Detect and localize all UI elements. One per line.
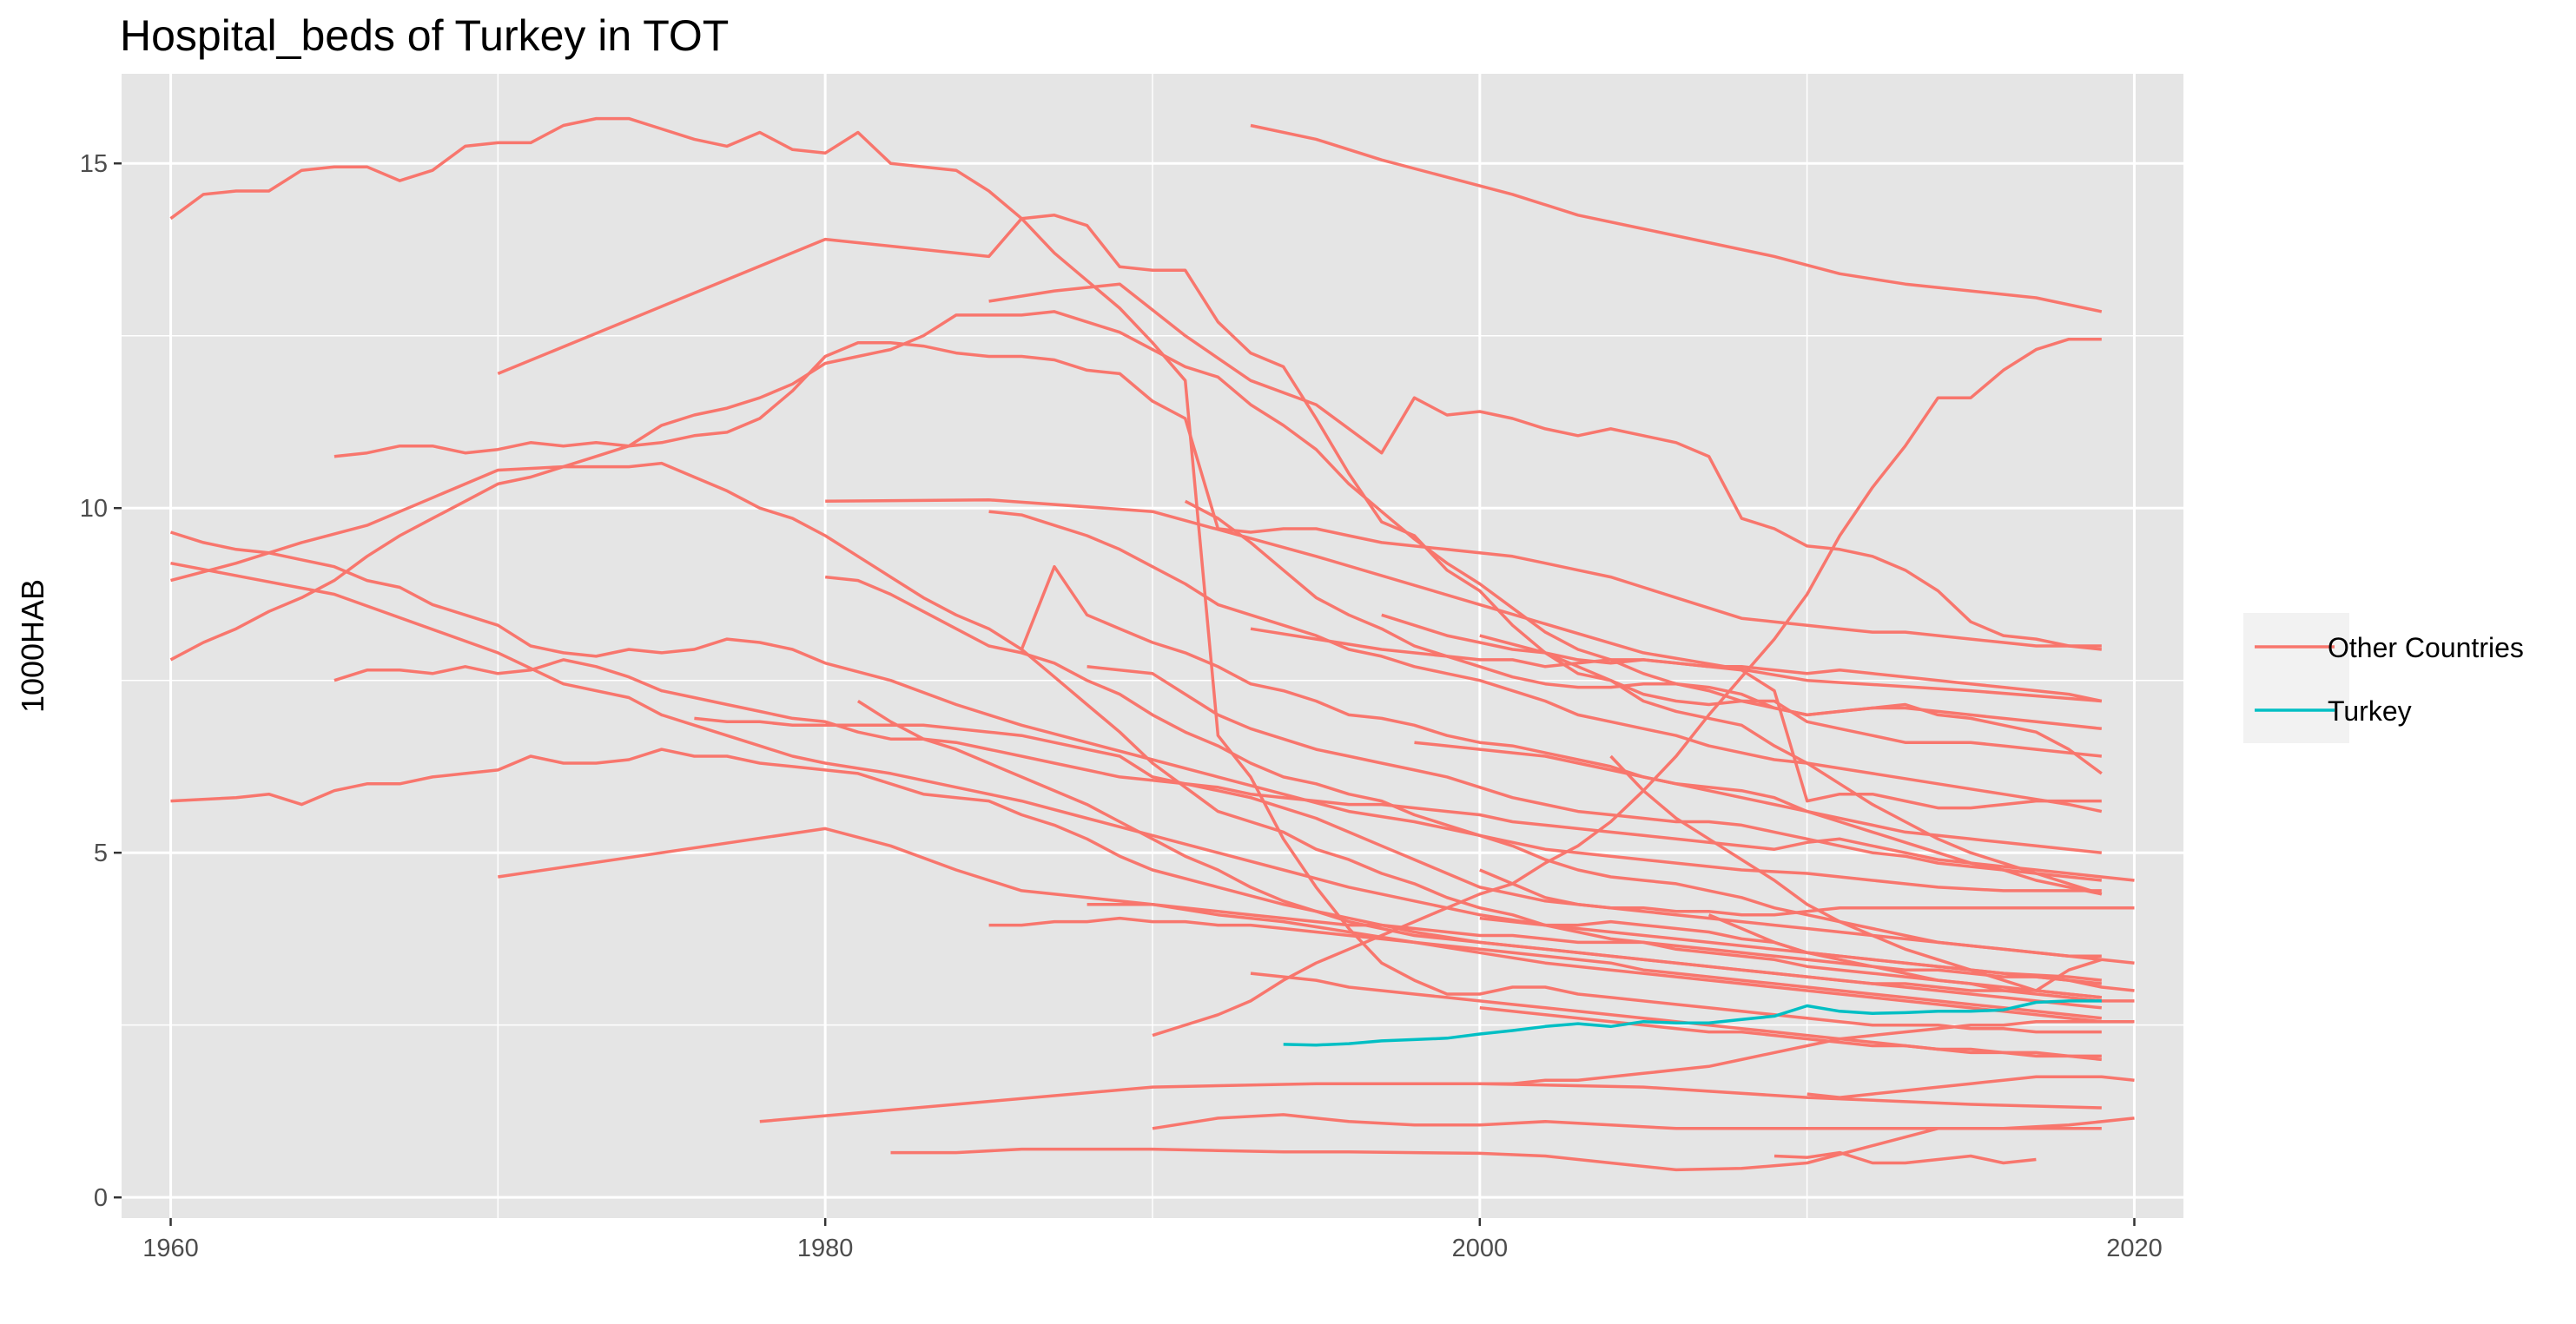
y-tick-label: 10 xyxy=(80,495,108,523)
series-line-other-country xyxy=(1807,1075,2135,1099)
series-line-other-country xyxy=(890,1127,2102,1172)
y-tick-label: 0 xyxy=(94,1184,108,1212)
series-line-other-country xyxy=(1020,564,2103,896)
y-tick-label: 15 xyxy=(80,150,108,178)
y-tick-label: 5 xyxy=(94,840,108,867)
series-line-other-country xyxy=(1479,1006,2102,1058)
series-line-other-country xyxy=(1707,913,2135,1003)
series-line-other-country xyxy=(1184,499,2103,775)
series-line-other-country xyxy=(334,658,2135,965)
series-line-other-country xyxy=(694,716,2135,882)
series-line-turkey xyxy=(1283,999,2102,1047)
series-line-other-country xyxy=(856,700,2102,999)
series-line-other-country xyxy=(1250,123,2103,313)
series-line-other-country xyxy=(1479,1019,2135,1085)
series-line-other-country xyxy=(1414,741,2102,854)
series-line-other-country xyxy=(988,282,2102,648)
series-line-other-country xyxy=(1152,1113,2135,1130)
legend-background xyxy=(2243,613,2349,743)
x-tick-label: 2000 xyxy=(1452,1235,1509,1262)
y-axis-title: 1000HAB xyxy=(15,579,50,713)
axis-ticks xyxy=(114,161,2136,1226)
legend-label-turkey: Turkey xyxy=(2328,695,2412,727)
legend-label-other-countries: Other Countries xyxy=(2328,632,2524,663)
series-line-other-country xyxy=(1087,902,2102,985)
x-tick-label: 1980 xyxy=(797,1235,854,1262)
series-line-other-country xyxy=(170,461,2102,999)
major-gridlines xyxy=(122,74,2183,1218)
series-line-other-country xyxy=(1381,613,2103,703)
minor-gridlines xyxy=(122,74,2183,1218)
series-line-other-country xyxy=(498,827,2102,1024)
series-line-other-country xyxy=(759,1082,2102,1123)
series-line-other-country xyxy=(825,575,2102,958)
x-tick-label: 1960 xyxy=(142,1235,199,1262)
x-tick-labels: 1960 1980 2000 2020 xyxy=(142,1235,2162,1262)
legend-item-turkey: Turkey xyxy=(2255,695,2412,727)
series-line-other-country xyxy=(825,497,2102,703)
series-line-other-country xyxy=(169,530,2102,893)
series-line-other-country xyxy=(1479,868,2135,917)
series-line-other-country xyxy=(1609,754,2103,992)
series-line-other-country xyxy=(1250,627,2102,810)
legend: Other Countries Turkey xyxy=(2243,613,2524,743)
series-layer xyxy=(169,116,2135,1172)
series-line-other-country xyxy=(1087,665,2102,882)
y-tick-labels: 0 5 10 15 xyxy=(80,150,108,1212)
series-line-other-country xyxy=(497,214,2102,758)
legend-item-other-countries: Other Countries xyxy=(2255,632,2524,663)
x-tick-label: 2020 xyxy=(2106,1235,2163,1262)
series-line-other-country xyxy=(1773,1150,2037,1165)
chart-title: Hospital_beds of Turkey in TOT xyxy=(120,11,730,60)
series-line-other-country xyxy=(1479,634,2103,896)
series-line-other-country xyxy=(988,916,2102,1020)
